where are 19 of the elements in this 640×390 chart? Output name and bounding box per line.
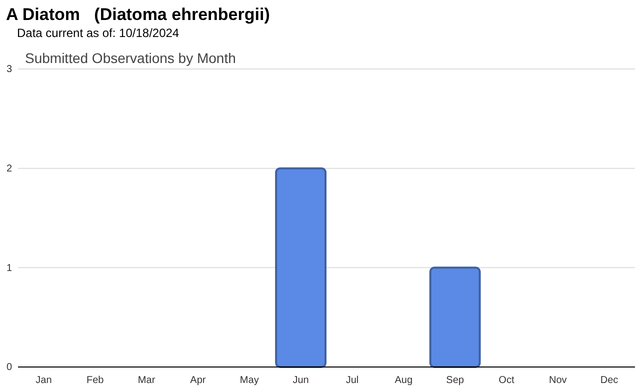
text: Submitted Observations by Month <box>25 50 236 66</box>
x-tick-label: Mar <box>138 375 156 386</box>
x-tick-label: Feb <box>86 375 104 386</box>
y-tick-label: 2 <box>6 164 12 175</box>
x-tick-label: Aug <box>394 375 413 386</box>
x-tick-label: Apr <box>190 375 206 386</box>
y-tick-label: 3 <box>6 64 12 76</box>
chart-subtitle: Data current as of: 10/18/2024 <box>17 26 180 40</box>
x-tick-label: Jan <box>36 375 52 386</box>
x-tick-label: Jul <box>346 375 359 386</box>
y-tick-label: 0 <box>6 362 12 374</box>
y-tick-label: 1 <box>6 262 12 274</box>
chart-title: A Diatom (Diatoma ehrenbergii) <box>6 5 270 24</box>
x-tick-label: Oct <box>498 375 514 386</box>
x-tick-label: Dec <box>600 375 618 386</box>
x-tick-label: Sep <box>446 375 464 386</box>
x-tick-label: Nov <box>548 375 567 386</box>
x-tick-label: May <box>240 375 259 386</box>
x-tick-label: Jun <box>292 375 309 386</box>
